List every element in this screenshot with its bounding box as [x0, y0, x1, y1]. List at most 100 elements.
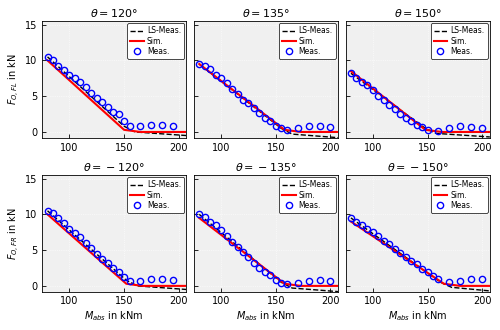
- Y-axis label: $F_{O,FR}$ in kN: $F_{O,FR}$ in kN: [7, 207, 22, 260]
- LS-Meas.: [348, 71, 354, 75]
- LS-Meas.: [44, 55, 51, 59]
- Meas.: [218, 76, 224, 80]
- Meas.: [170, 278, 176, 282]
- Meas.: [202, 214, 207, 218]
- Sim.: [422, 128, 428, 132]
- Legend: LS-Meas., Sim., Meas.: LS-Meas., Sim., Meas.: [430, 177, 488, 213]
- LS-Meas.: [278, 280, 284, 284]
- Meas.: [273, 123, 279, 127]
- Meas.: [104, 105, 110, 109]
- Meas.: [72, 76, 78, 80]
- Title: $\theta = -135°$: $\theta = -135°$: [235, 161, 297, 173]
- Title: $\theta = -150°$: $\theta = -150°$: [386, 161, 448, 173]
- Meas.: [284, 128, 290, 132]
- Meas.: [116, 112, 121, 116]
- Meas.: [397, 112, 403, 116]
- Meas.: [61, 221, 67, 225]
- Meas.: [44, 209, 51, 213]
- Meas.: [138, 124, 143, 128]
- Meas.: [240, 98, 246, 102]
- Meas.: [88, 246, 94, 250]
- Sim.: [298, 130, 304, 134]
- Meas.: [110, 266, 116, 270]
- LS-Meas.: [196, 62, 202, 66]
- Line: LS-Meas.: LS-Meas.: [351, 73, 490, 137]
- Meas.: [424, 270, 430, 274]
- Meas.: [328, 279, 334, 283]
- Meas.: [370, 230, 376, 234]
- Meas.: [354, 219, 360, 223]
- Meas.: [376, 94, 382, 98]
- Meas.: [386, 103, 392, 107]
- Meas.: [458, 279, 464, 283]
- Meas.: [246, 101, 252, 105]
- Meas.: [370, 88, 376, 92]
- Sim.: [282, 282, 288, 286]
- LS-Meas.: [184, 287, 190, 291]
- Sim.: [44, 58, 51, 62]
- LS-Meas.: [278, 126, 284, 130]
- Sim.: [298, 284, 304, 288]
- Meas.: [116, 270, 121, 274]
- Line: Sim.: Sim.: [199, 218, 338, 286]
- Meas.: [430, 274, 436, 278]
- Meas.: [446, 126, 452, 130]
- Meas.: [50, 211, 56, 215]
- LS-Meas.: [134, 284, 140, 288]
- Title: $\theta = 120°$: $\theta = 120°$: [90, 7, 138, 19]
- Sim.: [282, 128, 288, 132]
- Meas.: [212, 73, 218, 77]
- LS-Meas.: [121, 124, 127, 128]
- Line: Meas.: Meas.: [196, 211, 334, 287]
- Sim.: [335, 284, 341, 288]
- LS-Meas.: [438, 280, 444, 284]
- Meas.: [126, 123, 132, 127]
- Meas.: [294, 126, 300, 130]
- LS-Meas.: [184, 134, 190, 138]
- Meas.: [468, 125, 474, 129]
- Sim.: [487, 284, 493, 288]
- Legend: LS-Meas., Sim., Meas.: LS-Meas., Sim., Meas.: [430, 23, 488, 59]
- Meas.: [202, 64, 207, 68]
- Sim.: [335, 130, 341, 134]
- Meas.: [306, 279, 312, 283]
- Title: $\theta = 135°$: $\theta = 135°$: [242, 7, 290, 19]
- Sim.: [184, 130, 190, 134]
- Meas.: [148, 123, 154, 127]
- Meas.: [328, 125, 334, 129]
- Line: LS-Meas.: LS-Meas.: [48, 57, 186, 136]
- Meas.: [138, 279, 143, 283]
- Meas.: [424, 128, 430, 132]
- Meas.: [218, 228, 224, 232]
- Meas.: [170, 124, 176, 128]
- Meas.: [207, 67, 213, 71]
- LS-Meas.: [434, 131, 440, 135]
- Meas.: [251, 106, 257, 110]
- Sim.: [44, 213, 51, 216]
- LS-Meas.: [448, 285, 454, 289]
- Meas.: [251, 261, 257, 265]
- Meas.: [294, 281, 300, 285]
- Line: LS-Meas.: LS-Meas.: [48, 211, 186, 289]
- Meas.: [419, 125, 425, 129]
- LS-Meas.: [289, 132, 295, 136]
- Meas.: [148, 278, 154, 281]
- Meas.: [359, 223, 365, 227]
- Meas.: [78, 80, 84, 84]
- Meas.: [212, 223, 218, 227]
- LS-Meas.: [487, 135, 493, 139]
- Meas.: [408, 119, 414, 123]
- Meas.: [66, 73, 72, 77]
- Meas.: [348, 71, 354, 75]
- Meas.: [196, 62, 202, 66]
- Meas.: [66, 227, 72, 231]
- LS-Meas.: [196, 213, 202, 216]
- Meas.: [126, 279, 132, 283]
- Meas.: [354, 76, 360, 80]
- Meas.: [381, 99, 387, 103]
- Meas.: [414, 123, 420, 127]
- Meas.: [50, 58, 56, 62]
- Meas.: [61, 68, 67, 72]
- Meas.: [240, 250, 246, 254]
- Line: LS-Meas.: LS-Meas.: [199, 64, 338, 138]
